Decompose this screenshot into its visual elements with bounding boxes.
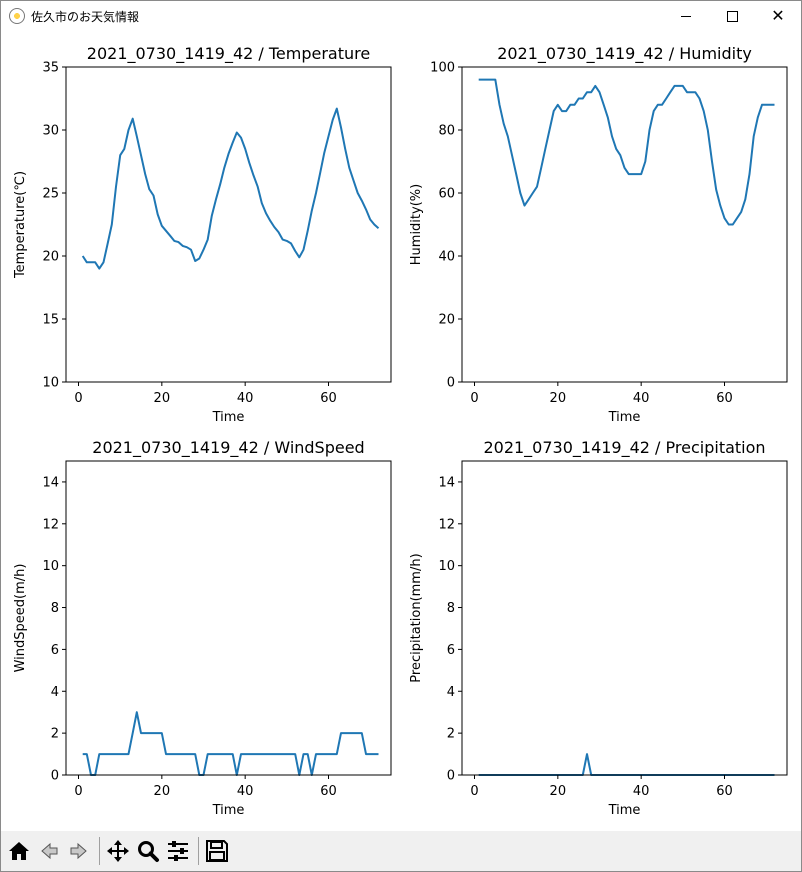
maximize-button[interactable] xyxy=(709,1,755,31)
humidity-y-tick-label: 0 xyxy=(447,376,455,391)
windspeed-x-tick-label: 20 xyxy=(154,784,171,799)
windspeed-y-tick-label: 4 xyxy=(51,685,59,700)
humidity-x-tick-label: 20 xyxy=(550,391,567,406)
zoom-button[interactable] xyxy=(134,837,162,865)
home-icon xyxy=(9,842,29,860)
humidity-y-tick-label: 100 xyxy=(430,61,455,76)
humidity-chart-title: 2021_0730_1419_42 / Humidity xyxy=(497,44,752,64)
windspeed-x-axis-label: Time xyxy=(212,803,245,818)
back-arrow-icon xyxy=(41,842,58,860)
minimize-button[interactable] xyxy=(663,1,709,31)
precipitation-y-tick-label: 8 xyxy=(447,601,455,616)
precipitation-y-tick-label: 12 xyxy=(438,517,455,532)
precipitation-y-tick-label: 14 xyxy=(438,475,455,490)
temperature-chart-title: 2021_0730_1419_42 / Temperature xyxy=(87,44,370,64)
humidity-x-tick-label: 40 xyxy=(633,391,650,406)
temperature-y-tick-label: 20 xyxy=(42,250,59,265)
humidity-x-tick-label: 60 xyxy=(716,391,733,406)
precipitation-x-tick-label: 40 xyxy=(633,784,650,799)
temperature-chart[interactable]: 2021_0730_1419_42 / Temperature 0 20 40 60 10… xyxy=(13,44,392,425)
precipitation-y-tick-label: 6 xyxy=(447,643,455,658)
figure-canvas[interactable]: 2021_0730_1419_42 / Temperature 0 20 40 60 10… xyxy=(1,31,801,831)
maximize-icon xyxy=(726,10,738,22)
windspeed-x-tick-label: 0 xyxy=(74,784,82,799)
temperature-y-tick-label: 25 xyxy=(42,187,59,202)
forward-arrow-icon xyxy=(70,842,87,860)
save-button[interactable] xyxy=(203,837,231,865)
precipitation-chart-title: 2021_0730_1419_42 / Precipitation xyxy=(483,438,765,458)
humidity-y-axis-label: Humidity(%) xyxy=(409,184,424,265)
magnifier-icon xyxy=(138,841,159,862)
temperature-x-tick-label: 40 xyxy=(237,391,254,406)
windspeed-y-axis-label: WindSpeed(m/h) xyxy=(13,564,28,673)
precipitation-axes-frame xyxy=(461,460,788,776)
sun-icon xyxy=(9,8,25,24)
windspeed-y-tick-label: 8 xyxy=(51,601,59,616)
humidity-chart[interactable]: 2021_0730_1419_42 / Humidity 0 20 40 60 0 20 40… xyxy=(409,44,788,425)
humidity-series-line xyxy=(478,78,775,226)
humidity-y-tick-label: 60 xyxy=(438,187,455,202)
back-button[interactable] xyxy=(35,837,63,865)
title-bar[interactable]: 佐久市のお天気情報 ✕ xyxy=(1,1,801,31)
sliders-icon xyxy=(168,841,188,861)
temperature-x-tick-label: 0 xyxy=(74,391,82,406)
precipitation-y-tick-label: 0 xyxy=(447,769,455,784)
precipitation-y-tick-label: 10 xyxy=(438,559,455,574)
windspeed-y-tick-label: 6 xyxy=(51,643,59,658)
windspeed-y-tick-label: 12 xyxy=(42,517,59,532)
windspeed-y-tick-label: 2 xyxy=(51,727,59,742)
precipitation-x-tick-label: 0 xyxy=(470,784,478,799)
precipitation-y-axis-label: Precipitation(mm/h) xyxy=(409,553,424,682)
precipitation-x-tick-label: 20 xyxy=(550,784,567,799)
precipitation-y-tick-label: 4 xyxy=(447,685,455,700)
windspeed-x-tick-label: 40 xyxy=(237,784,254,799)
windspeed-y-tick-label: 10 xyxy=(42,559,59,574)
windspeed-y-tick-label: 14 xyxy=(42,475,59,490)
forward-button[interactable] xyxy=(65,837,93,865)
configure-subplots-button[interactable] xyxy=(164,837,192,865)
temperature-y-tick-label: 35 xyxy=(42,61,59,76)
window-title: 佐久市のお天気情報 xyxy=(31,9,140,24)
temperature-axes-frame xyxy=(65,66,392,383)
windspeed-series-line xyxy=(82,711,379,776)
precipitation-x-axis-label: Time xyxy=(608,803,641,818)
temperature-x-tick-label: 60 xyxy=(320,391,337,406)
temperature-series-line xyxy=(81,107,380,270)
home-button[interactable] xyxy=(5,837,33,865)
humidity-y-tick-label: 80 xyxy=(438,124,455,139)
humidity-y-tick-label: 20 xyxy=(438,313,455,328)
navigation-toolbar xyxy=(1,831,801,871)
temperature-y-tick-label: 30 xyxy=(42,124,59,139)
temperature-y-tick-label: 15 xyxy=(42,313,59,328)
precipitation-series-line xyxy=(478,753,775,776)
windspeed-y-tick-label: 0 xyxy=(51,769,59,784)
minimize-icon xyxy=(681,15,691,17)
humidity-axes-frame xyxy=(461,66,788,383)
window-controls: ✕ xyxy=(663,1,801,31)
close-button[interactable]: ✕ xyxy=(755,1,801,31)
humidity-y-tick-label: 40 xyxy=(438,250,455,265)
floppy-disk-icon xyxy=(206,840,228,862)
temperature-x-tick-label: 20 xyxy=(154,391,171,406)
precipitation-y-tick-label: 2 xyxy=(447,727,455,742)
move-icon xyxy=(107,840,129,862)
humidity-x-tick-label: 0 xyxy=(470,391,478,406)
humidity-x-axis-label: Time xyxy=(608,410,641,425)
close-icon: ✕ xyxy=(771,6,785,25)
windspeed-chart[interactable]: 2021_0730_1419_42 / WindSpeed 0 20 40 60 0 2 4 6… xyxy=(13,438,392,818)
temperature-y-axis-label: Temperature(℃) xyxy=(13,171,28,279)
precipitation-x-tick-label: 60 xyxy=(716,784,733,799)
temperature-x-axis-label: Time xyxy=(212,410,245,425)
windspeed-x-tick-label: 60 xyxy=(320,784,337,799)
windspeed-chart-title: 2021_0730_1419_42 / WindSpeed xyxy=(92,438,364,458)
windspeed-axes-frame xyxy=(65,460,392,776)
toolbar-separator xyxy=(198,837,199,865)
temperature-y-tick-label: 10 xyxy=(42,376,59,391)
pan-button[interactable] xyxy=(104,837,132,865)
toolbar-separator xyxy=(99,837,100,865)
